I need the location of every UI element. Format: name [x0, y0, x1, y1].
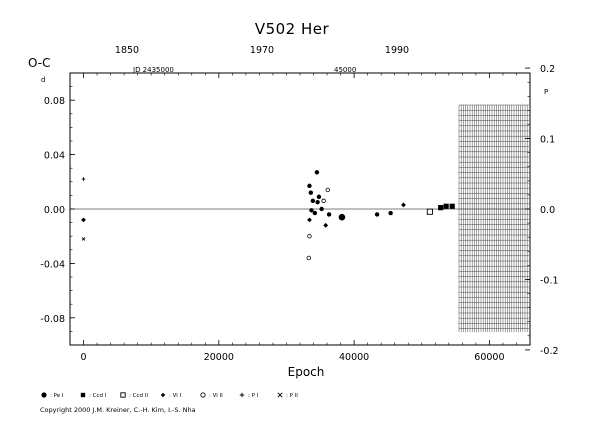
- right-tick-label: -0.1: [540, 275, 559, 286]
- x-axis-title: Epoch: [288, 365, 325, 379]
- data-point: [326, 212, 332, 217]
- legend-marker: [277, 392, 283, 398]
- legend-marker: [80, 392, 86, 398]
- legend-marker: [120, 392, 126, 398]
- axis-ticks: 0 20000 40000 60000 0.08 0.04 0.00 -0.04 -0.08 0.…: [40, 64, 558, 363]
- data-point: [306, 255, 311, 261]
- data-point: [316, 194, 322, 199]
- data-point: [449, 203, 455, 209]
- legend-marker: [239, 392, 245, 398]
- x-tick-label: 20000: [204, 352, 234, 363]
- right-tick-label: 0.1: [540, 135, 555, 146]
- series-p-ii: [81, 237, 86, 241]
- data-point: [309, 208, 314, 213]
- legend-marker: [160, 392, 166, 398]
- top-year-label: 1970: [250, 45, 274, 56]
- data-point: [325, 187, 330, 193]
- legend-label: : Ccd I: [89, 393, 107, 399]
- series-p-i: [81, 177, 86, 181]
- data-point: [308, 190, 314, 195]
- data-point: [338, 213, 346, 221]
- data-point: [374, 212, 380, 217]
- x-tick-label: 60000: [474, 352, 504, 363]
- hatch-lines: [458, 104, 529, 333]
- right-tick-label: -0.2: [540, 346, 559, 357]
- legend-label: : P II: [286, 393, 298, 399]
- data-point: [81, 217, 86, 223]
- y-axis-title: O-C: [28, 56, 51, 70]
- data-point: [81, 237, 86, 241]
- legend-label: : Pe I: [50, 393, 64, 399]
- y-tick-label: -0.04: [40, 259, 65, 270]
- data-point: [426, 208, 433, 215]
- data-point: [307, 183, 312, 189]
- x-tick-label: 0: [81, 352, 87, 363]
- right-tick-label: 0.0: [540, 205, 555, 216]
- series-ccd-ii: [426, 208, 433, 215]
- data-point: [310, 198, 316, 204]
- jd-label: 45000: [334, 66, 356, 74]
- data-point: [443, 203, 449, 209]
- legend-label: : P I: [248, 393, 259, 399]
- data-point: [388, 210, 393, 216]
- y-axis-unit: d: [41, 76, 45, 84]
- data-point: [307, 217, 312, 223]
- right-axis-unit: P: [544, 88, 548, 96]
- top-year-label: 1990: [385, 45, 409, 56]
- data-point: [312, 210, 318, 216]
- data-point: [401, 202, 406, 208]
- hatched-region: [458, 104, 529, 333]
- data-point: [321, 198, 326, 204]
- data-point: [323, 222, 329, 228]
- data-point: [315, 200, 320, 205]
- y-tick-label: 0.00: [44, 205, 65, 216]
- legend-label: : Vi II: [209, 393, 223, 399]
- data-point: [314, 170, 320, 175]
- data-point: [319, 206, 324, 212]
- legend-marker: [41, 392, 47, 398]
- legend-label: : Ccd II: [129, 393, 148, 399]
- copyright-notice: Copyright 2000 J.M. Kreiner, C.-H. Kim, …: [40, 406, 196, 414]
- series-ccd-i: [438, 203, 455, 211]
- series-pe-i: [307, 170, 393, 221]
- right-tick-label: 0.2: [540, 64, 555, 75]
- top-year-label: 1850: [115, 45, 139, 56]
- y-tick-label: 0.08: [44, 96, 65, 107]
- x-tick-label: 40000: [339, 352, 369, 363]
- legend-label: : Vi I: [169, 393, 182, 399]
- y-tick-label: -0.08: [40, 314, 65, 325]
- series-vi-i: [81, 202, 406, 228]
- data-point: [81, 177, 86, 181]
- data-points: [81, 170, 455, 261]
- data-point: [307, 233, 312, 239]
- legend: : Pe I : Ccd I : Ccd II : Vi I : Vi II : P I:…: [41, 392, 298, 399]
- jd-label: JD 2435000: [132, 66, 174, 74]
- data-point: [438, 205, 444, 211]
- legend-marker: [200, 392, 206, 398]
- series-vi-ii: [306, 187, 330, 261]
- y-tick-label: 0.04: [44, 151, 65, 162]
- chart-title: V502 Her: [255, 20, 330, 38]
